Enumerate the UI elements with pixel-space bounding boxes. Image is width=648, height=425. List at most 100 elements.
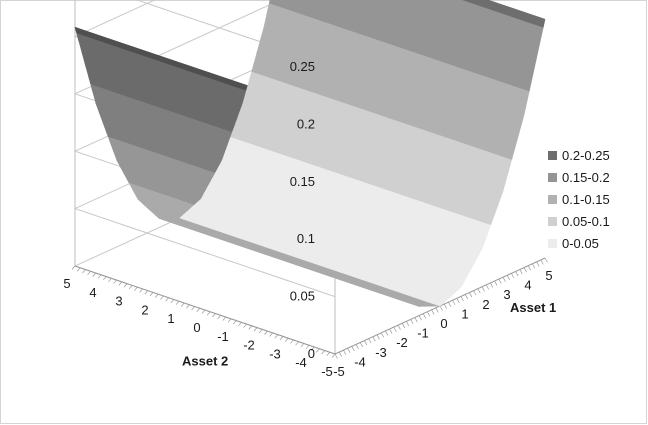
- x-minor-tick: [527, 265, 532, 271]
- legend: 0.2-0.25 0.15-0.2 0.1-0.15 0.05-0.1 0-0.05: [548, 148, 610, 251]
- y-tick-label: 5: [63, 276, 70, 291]
- y-minor-tick: [160, 295, 164, 300]
- surface-strip: [310, 0, 535, 76]
- x-minor-tick: [443, 303, 448, 309]
- y-minor-tick: [82, 269, 86, 274]
- y-minor-tick: [227, 318, 232, 323]
- x-minor-tick: [544, 257, 548, 263]
- y-minor-tick: [300, 343, 305, 348]
- x-minor-tick: [351, 346, 355, 351]
- y-minor-tick: [316, 348, 320, 353]
- surface-strip: [284, 0, 534, 84]
- y-minor-tick: [264, 330, 268, 335]
- x-minor-tick: [536, 261, 540, 267]
- y-minor-tick: [92, 272, 97, 277]
- y-minor-tick: [170, 299, 175, 304]
- y-minor-tick: [134, 286, 138, 291]
- y-minor-tick: [243, 323, 247, 328]
- y-minor-tick: [144, 290, 149, 295]
- x-tick-label: 0: [440, 316, 447, 331]
- y-minor-tick: [76, 267, 81, 272]
- legend-swatch: [548, 239, 557, 248]
- x-minor-tick: [494, 280, 498, 286]
- x-tick-label: 4: [524, 278, 531, 293]
- x-axis-title: Asset 1: [510, 300, 556, 315]
- x-minor-tick: [452, 300, 456, 305]
- y-tick-label: -2: [243, 338, 255, 353]
- x-minor-tick: [511, 273, 515, 279]
- surface-strip: [268, 0, 532, 92]
- x-minor-tick: [355, 344, 359, 350]
- x-minor-tick: [523, 267, 527, 273]
- y-minor-tick: [310, 346, 315, 351]
- x-minor-tick: [485, 284, 490, 290]
- y-minor-tick: [71, 265, 76, 270]
- y-minor-tick: [279, 336, 284, 341]
- y-minor-tick: [118, 281, 123, 286]
- z-tick-label: 0.15: [290, 174, 315, 189]
- surface-strip: [386, 0, 541, 52]
- x-tick-label: -1: [417, 326, 429, 341]
- y-minor-tick: [269, 332, 273, 337]
- y-minor-tick: [149, 292, 154, 297]
- y-tick-label: -1: [217, 329, 229, 344]
- y-minor-tick: [331, 353, 336, 358]
- y-tick-label: 1: [167, 311, 174, 326]
- x-minor-tick: [431, 309, 435, 315]
- x-tick-label: -2: [396, 335, 408, 350]
- y-minor-tick: [217, 315, 221, 320]
- z-tick-label: 0.25: [290, 59, 315, 74]
- y-tick-label: -5: [321, 364, 333, 379]
- x-minor-tick: [359, 342, 364, 348]
- legend-label: 0.2-0.25: [562, 148, 610, 163]
- x-minor-tick: [380, 332, 385, 338]
- y-minor-tick: [180, 302, 185, 307]
- x-minor-tick: [435, 307, 439, 313]
- x-minor-tick: [414, 317, 418, 323]
- surface-strip: [436, 0, 544, 36]
- x-minor-tick: [401, 323, 406, 328]
- y-tick-label: -3: [269, 346, 281, 361]
- x-minor-tick: [406, 321, 410, 327]
- x-minor-tick: [393, 326, 397, 332]
- y-minor-tick: [97, 274, 102, 279]
- legend-swatch: [548, 173, 557, 182]
- y-tick-label: -4: [295, 355, 307, 370]
- x-tick-label: -5: [333, 364, 345, 379]
- surface-strip: [411, 0, 542, 44]
- x-minor-tick: [464, 294, 469, 300]
- y-minor-tick: [108, 278, 112, 283]
- x-tick-label: 3: [503, 287, 510, 302]
- x-minor-tick: [364, 340, 368, 346]
- x-minor-tick: [372, 336, 376, 342]
- y-minor-tick: [154, 293, 159, 298]
- x-minor-tick: [422, 313, 427, 319]
- y-tick-label: 4: [89, 285, 96, 300]
- x-minor-tick: [397, 325, 401, 330]
- x-minor-tick: [502, 277, 506, 282]
- y-minor-tick: [191, 306, 195, 311]
- surface-strip: [462, 0, 546, 28]
- y-tick-label: 0: [193, 320, 200, 335]
- z-tick-label: 0.1: [297, 231, 315, 246]
- x-minor-tick: [477, 288, 481, 294]
- y-minor-tick: [102, 276, 107, 281]
- y-minor-tick: [128, 285, 133, 290]
- y-minor-tick: [123, 283, 128, 288]
- x-minor-tick: [506, 275, 511, 280]
- y-minor-tick: [232, 320, 237, 325]
- x-tick-label: 2: [482, 297, 489, 312]
- x-minor-tick: [456, 298, 460, 303]
- y-minor-tick: [253, 327, 258, 332]
- x-minor-tick: [532, 263, 536, 269]
- x-tick-label: -4: [354, 354, 366, 369]
- legend-swatch: [548, 217, 557, 226]
- legend-label: 0.1-0.15: [562, 192, 610, 207]
- z-gridline: [135, 0, 336, 68]
- z-tick-label: 0: [308, 346, 315, 361]
- y-minor-tick: [290, 339, 294, 344]
- x-tick-label: 1: [461, 306, 468, 321]
- x-minor-tick: [540, 259, 544, 265]
- z-tick-label: 0.2: [297, 116, 315, 131]
